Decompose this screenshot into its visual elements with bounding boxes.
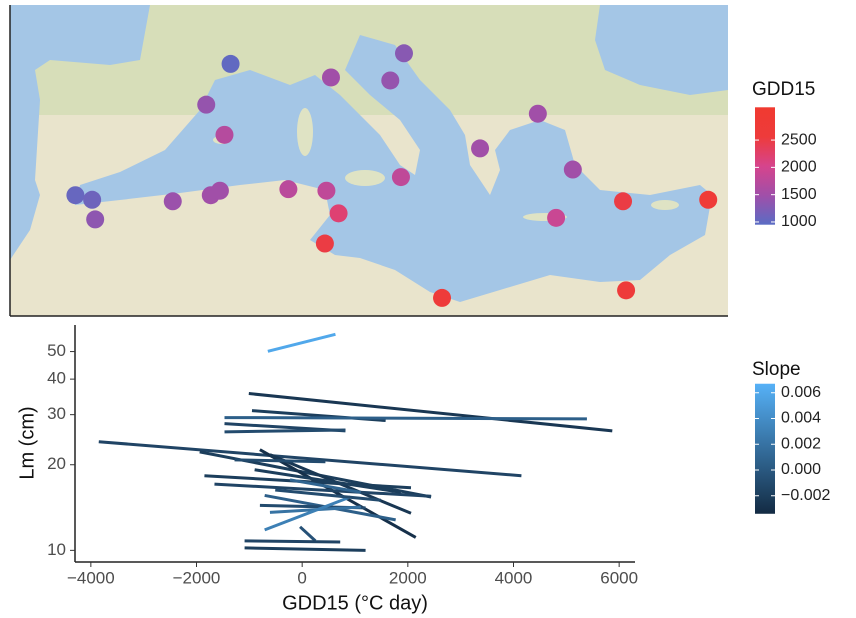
site-point <box>197 96 215 114</box>
site-point <box>317 182 335 200</box>
site-point <box>392 168 410 186</box>
site-point <box>699 191 717 209</box>
site-point <box>547 209 565 227</box>
x-tick-label: −4000 <box>67 568 115 587</box>
legend-label: 2500 <box>781 131 817 148</box>
map-base <box>10 5 728 316</box>
x-tick-label: 2000 <box>389 568 427 587</box>
y-tick-label: 10 <box>47 540 66 559</box>
y-tick-label: 30 <box>47 404 66 423</box>
site-point <box>86 210 104 228</box>
site-point <box>279 180 297 198</box>
legend-title: Slope <box>752 359 801 380</box>
site-point <box>564 161 582 179</box>
y-tick-label: 20 <box>47 454 66 473</box>
site-point <box>330 204 348 222</box>
segment-line <box>249 394 612 431</box>
island <box>651 200 679 210</box>
y-tick-label: 40 <box>47 369 66 388</box>
site-point <box>316 235 334 253</box>
x-tick-label: −2000 <box>173 568 221 587</box>
y-tick-label: 50 <box>47 341 66 360</box>
legend-label: 2000 <box>781 159 817 176</box>
site-point <box>395 44 413 62</box>
legend-label: 1000 <box>781 213 817 230</box>
site-point <box>66 186 84 204</box>
legend-label: 0.002 <box>781 435 821 452</box>
site-point <box>222 55 240 73</box>
x-tick-label: 0 <box>297 568 306 587</box>
color-bar <box>755 107 775 224</box>
site-point <box>164 192 182 210</box>
segment-line <box>245 541 341 542</box>
segment-line <box>245 548 366 550</box>
color-bar <box>755 384 775 514</box>
site-point <box>614 192 632 210</box>
x-axis-title: GDD15 (°C day) <box>282 592 428 614</box>
island <box>297 108 313 156</box>
site-point <box>381 71 399 89</box>
legend-label: 0.000 <box>781 461 821 478</box>
legend-title: GDD15 <box>752 79 815 100</box>
x-tick-label: 4000 <box>495 568 533 587</box>
segment-line <box>225 430 346 432</box>
site-point <box>471 139 489 157</box>
site-point <box>322 68 340 86</box>
segment-line <box>300 527 315 541</box>
legend-label: 1500 <box>781 186 817 203</box>
segment-line <box>235 460 326 462</box>
site-point <box>529 105 547 123</box>
legend-label: 0.006 <box>781 384 821 401</box>
site-point <box>215 126 233 144</box>
site-point <box>83 191 101 209</box>
segment-line <box>268 334 336 351</box>
legend-label: 0.004 <box>781 410 821 427</box>
segment-line <box>225 418 587 419</box>
legend-label: −0.002 <box>781 487 830 504</box>
site-point <box>433 289 451 307</box>
x-tick-label: 6000 <box>600 568 638 587</box>
plot <box>99 334 613 550</box>
y-axis-title: Lm (cm) <box>16 406 38 479</box>
figure: GDD15 Slope GDD15 (°C day) Lm (cm) 1000 1… <box>0 0 856 618</box>
site-point <box>617 281 635 299</box>
site-point <box>211 182 229 200</box>
island <box>345 170 385 186</box>
